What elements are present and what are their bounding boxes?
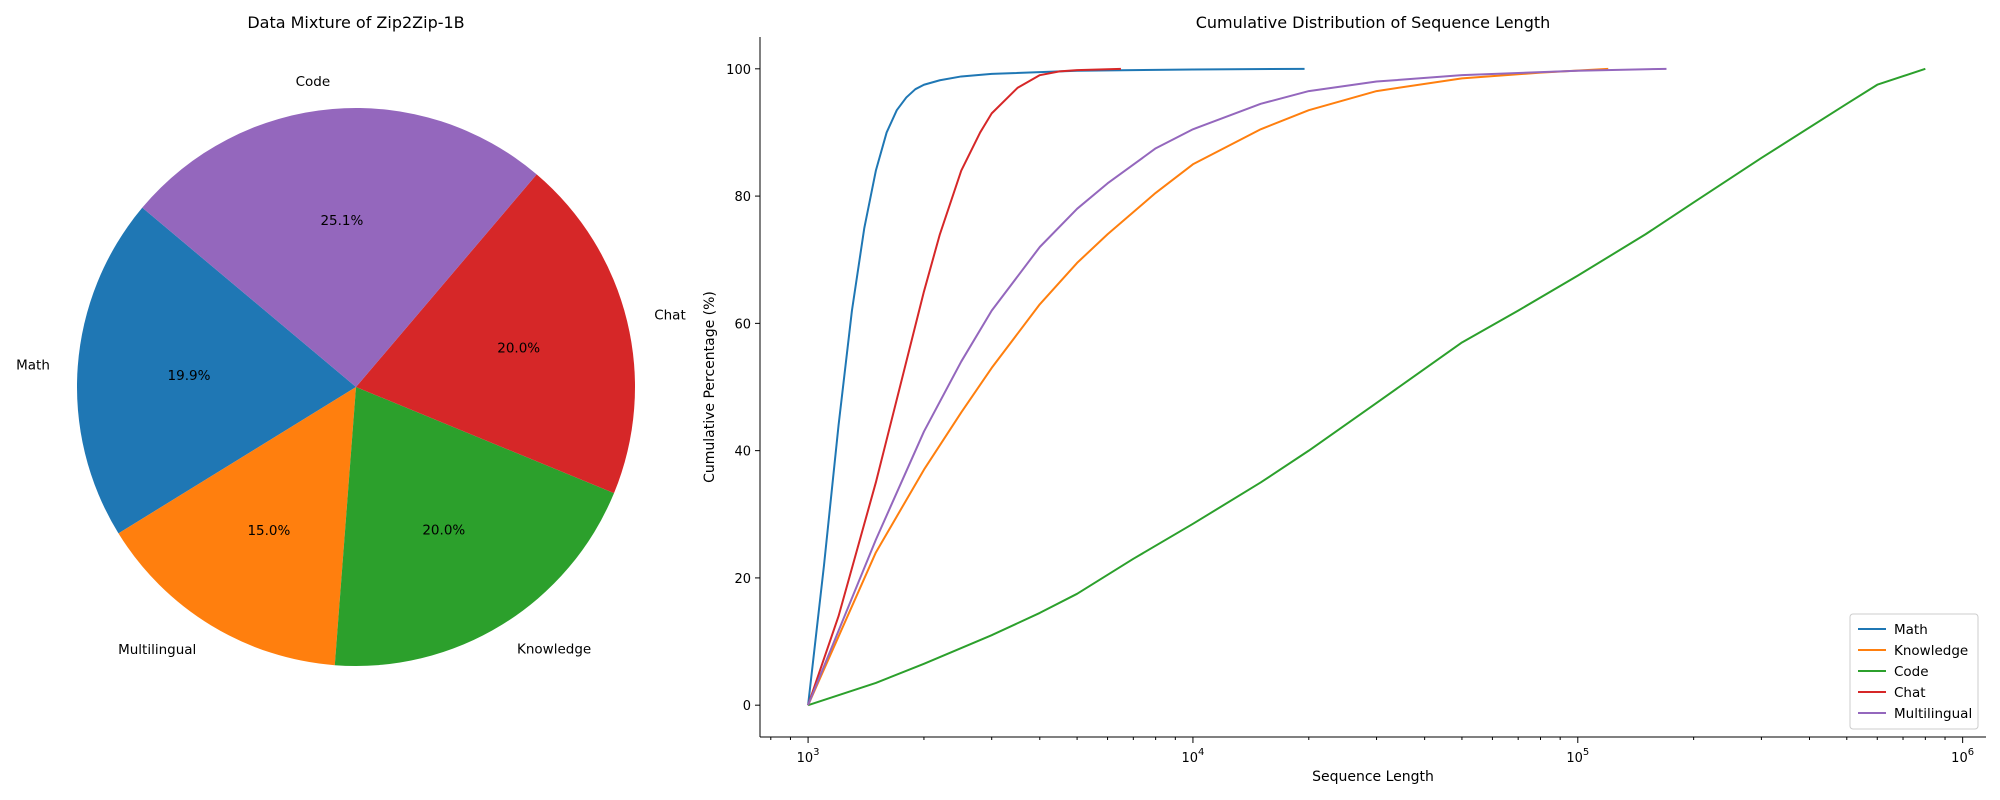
pie-slice-code	[142, 107, 537, 388]
pie-pct-knowledge: 20.0%	[422, 523, 465, 539]
legend-label-code: Code	[1894, 664, 1929, 680]
y-tick-label: 0	[743, 699, 751, 714]
pie-slice-math	[76, 207, 357, 534]
pie-label-knowledge: Knowledge	[517, 641, 591, 657]
pie-slice-knowledge	[334, 387, 615, 666]
legend-box	[1849, 613, 1979, 730]
x-tick-label: 105	[1566, 747, 1589, 766]
legend-label-math: Math	[1894, 622, 1928, 638]
series-line-math	[807, 67, 1305, 706]
y-tick-label: 40	[734, 445, 751, 460]
series-line-code	[807, 67, 1926, 707]
y-tick-label: 60	[734, 317, 751, 332]
x-tick-label: 104	[1181, 747, 1204, 766]
pie-pct-multilingual: 15.0%	[247, 523, 290, 539]
line-title: Cumulative Distribution of Sequence Leng…	[1196, 13, 1551, 32]
pie-title: Data Mixture of Zip2Zip-1B	[247, 13, 464, 32]
legend-label-chat: Chat	[1894, 685, 1926, 701]
legend-label-knowledge: Knowledge	[1894, 643, 1968, 659]
pie-slice-multilingual	[118, 387, 356, 666]
pie-label-chat: Chat	[654, 308, 686, 324]
legend: Math Knowledge Code Chat Multilingual	[1849, 613, 1979, 730]
series-line-knowledge	[807, 67, 1609, 706]
pie-label-multilingual: Multilingual	[118, 642, 196, 658]
pie-slice-chat	[356, 174, 636, 494]
cdf-chart: Cumulative Distribution of Sequence Leng…	[702, 13, 1986, 785]
series-line-chat	[807, 67, 1121, 706]
pie-label-math: Math	[16, 358, 50, 374]
series-line-multilingual	[807, 67, 1667, 706]
x-tick-label: 106	[1951, 747, 1974, 766]
pie-pct-chat: 20.0%	[497, 341, 540, 357]
y-tick-label: 20	[734, 572, 751, 587]
pie-chart: Data Mixture of Zip2Zip-1B Math 19.9% Mult…	[16, 13, 686, 666]
pie-pct-code: 25.1%	[320, 213, 363, 229]
y-tick-label: 80	[734, 190, 751, 205]
pie-pct-math: 19.9%	[168, 368, 211, 384]
x-axis-label: Sequence Length	[1312, 769, 1434, 785]
pie-label-code: Code	[296, 74, 331, 90]
y-tick-label: 100	[726, 63, 751, 78]
legend-label-multilingual: Multilingual	[1894, 706, 1972, 722]
x-tick-label: 103	[797, 747, 820, 766]
y-axis-label: Cumulative Percentage (%)	[702, 291, 718, 483]
